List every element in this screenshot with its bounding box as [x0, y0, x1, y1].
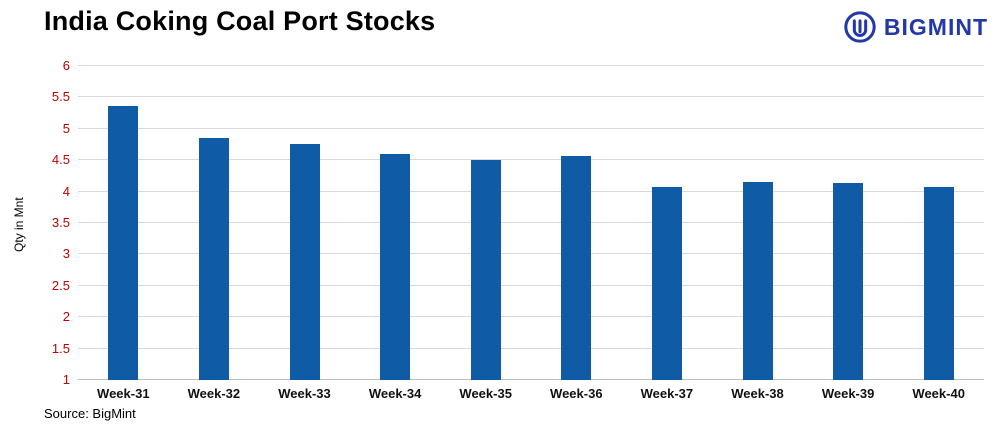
bar-week-39 [833, 183, 864, 380]
x-tick-label: Week-39 [821, 386, 875, 401]
x-tick-label: Week-37 [640, 386, 694, 401]
chart-title: India Coking Coal Port Stocks [44, 6, 436, 36]
y-tick-label: 4 [62, 183, 70, 199]
x-tick-label: Week-34 [368, 386, 422, 401]
bar-week-40 [923, 186, 954, 380]
x-tick-label: Week-31 [97, 386, 150, 401]
gridline [78, 379, 984, 380]
gridline [78, 96, 984, 98]
gridline [78, 159, 984, 161]
gridline [78, 127, 984, 129]
plot-area: 1 1.5 2 2.5 3 3.5 4 4.5 5 5.5 6 Week-31 Week-32 Week-… [52, 58, 984, 401]
y-tick-label: 6 [62, 58, 70, 73]
bar-week-38 [742, 181, 773, 380]
gridline [78, 316, 984, 318]
bigmint-logo: BIGMINT [843, 10, 988, 44]
gridline [78, 347, 984, 349]
gridline [78, 222, 984, 223]
bar-week-31 [108, 106, 139, 380]
y-tick-label: 3 [62, 246, 70, 262]
y-tick-label: 2.5 [51, 277, 70, 293]
y-tick-label: 1.5 [51, 340, 70, 356]
bar-week-32 [198, 138, 229, 380]
bigmint-trident-circle-icon [843, 10, 877, 44]
y-tick-label: 5.5 [51, 89, 70, 105]
source-note: Source: BigMint [44, 406, 136, 421]
gridline [78, 284, 984, 286]
bar-week-37 [651, 186, 682, 380]
bar-week-35 [470, 160, 501, 380]
y-tick-label: 1 [62, 372, 70, 387]
bar-week-34 [380, 153, 411, 380]
x-tick-label: Week-35 [459, 386, 512, 401]
y-tick-label: 2 [62, 309, 70, 325]
bar-week-36 [561, 155, 592, 380]
y-tick-label: 3.5 [51, 215, 70, 230]
bigmint-logo-text: BIGMINT [883, 13, 988, 40]
x-tick-label: Week-38 [731, 386, 784, 401]
y-tick-label: 4.5 [51, 152, 70, 168]
y-tick-label: 5 [62, 120, 70, 136]
bar-week-33 [289, 143, 320, 380]
x-tick-label: Week-33 [278, 386, 331, 401]
gridline [78, 253, 984, 255]
gridline [78, 190, 984, 192]
x-tick-label: Week-36 [550, 386, 603, 401]
x-tick-label: Week-40 [912, 386, 965, 401]
x-tick-label: Week-32 [187, 386, 241, 401]
gridline [78, 65, 984, 66]
